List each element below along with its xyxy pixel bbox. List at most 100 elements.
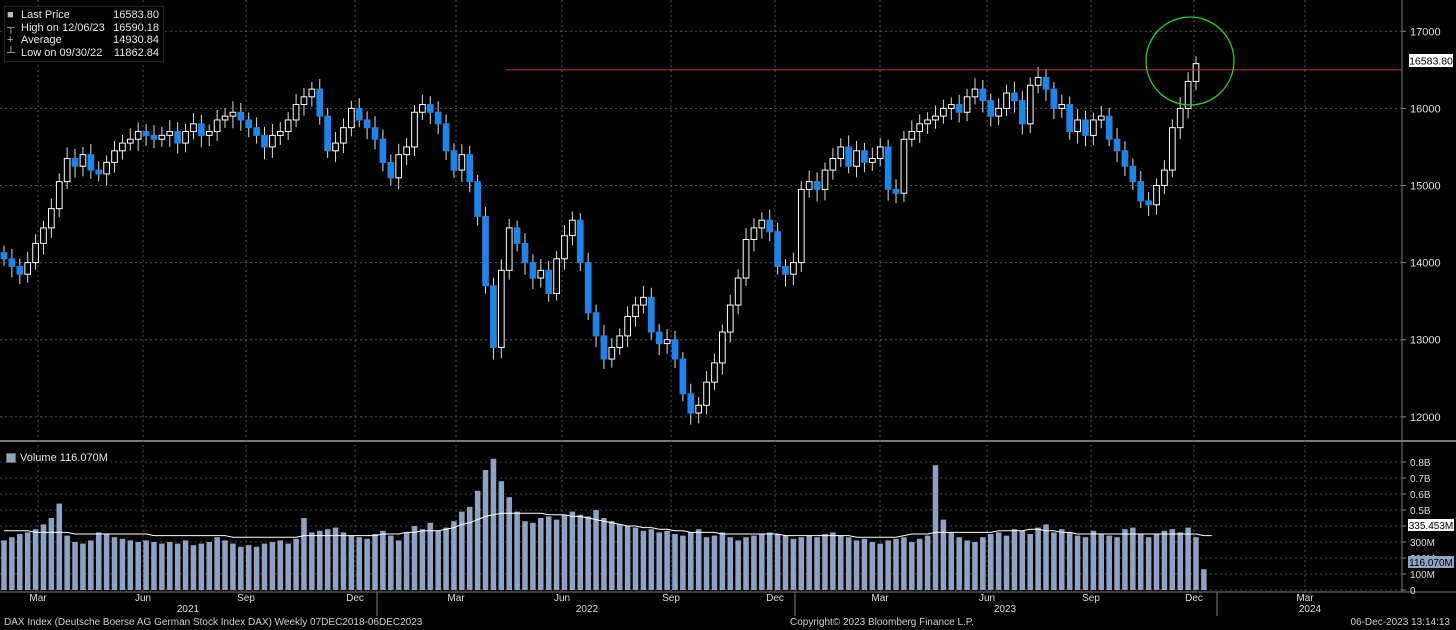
candle-body xyxy=(1082,119,1089,136)
volume-bar xyxy=(648,529,655,590)
volume-bar xyxy=(174,543,181,590)
month-tick-label: Sep xyxy=(1082,593,1100,604)
volume-bar xyxy=(380,530,386,590)
candle-body xyxy=(663,339,671,345)
candle-body xyxy=(497,269,505,348)
volume-bar xyxy=(798,537,805,590)
candle-body xyxy=(198,123,205,136)
candle-body xyxy=(269,134,276,148)
volume-bar xyxy=(624,526,631,590)
volume-bar xyxy=(127,540,134,590)
volume-bar xyxy=(253,546,260,590)
chart-grid xyxy=(0,0,1456,593)
candle-body xyxy=(103,161,110,175)
volume-bar xyxy=(506,497,512,590)
candle-body xyxy=(655,331,663,345)
volume-bar xyxy=(616,524,623,590)
candle-body xyxy=(8,258,16,267)
candle-body xyxy=(805,181,813,190)
candle-body xyxy=(687,393,695,414)
volume-bar xyxy=(530,522,536,590)
volume-bar xyxy=(32,529,39,590)
volume-bar xyxy=(980,537,986,590)
volume-bar xyxy=(545,516,552,590)
candle-body xyxy=(387,161,395,179)
candle-body xyxy=(205,131,213,136)
candle-body xyxy=(142,131,150,136)
candle-body xyxy=(505,227,513,271)
volume-swatch-icon xyxy=(6,453,16,463)
volume-bar xyxy=(1011,529,1018,590)
volume-bar xyxy=(869,542,876,590)
month-tick-label: Jun xyxy=(135,593,151,604)
highlight-circle xyxy=(1145,16,1235,106)
average-icon: + xyxy=(7,34,14,46)
volume-bars xyxy=(1,458,1207,590)
volume-bar xyxy=(388,535,394,590)
candle-body xyxy=(916,123,924,133)
volume-bar xyxy=(80,543,86,590)
candle-body xyxy=(734,277,742,306)
volume-legend: Volume 116.070M xyxy=(6,452,108,464)
candle-body xyxy=(553,258,560,294)
volume-bar xyxy=(593,510,599,590)
volume-bar xyxy=(451,521,457,590)
candle-body xyxy=(782,265,789,275)
candle-body xyxy=(1042,77,1050,90)
volume-bar xyxy=(1137,534,1144,590)
volume-bar xyxy=(695,529,702,590)
time-axis: Mar Jun Sep Dec Mar Jun Sep Dec Mar Jun Sep Dec Mar2… xyxy=(29,592,1322,616)
candle-body xyxy=(1034,77,1042,86)
volume-bar xyxy=(759,534,765,590)
candle-body xyxy=(1011,92,1018,102)
volume-bar xyxy=(135,542,141,590)
candle-body xyxy=(924,119,931,125)
volume-bar xyxy=(95,532,102,590)
candle-body xyxy=(766,219,774,233)
footer-timestamp: 06-Dec-2023 13:14:13 xyxy=(1350,617,1450,628)
volume-bar xyxy=(230,543,236,590)
candle-body xyxy=(466,154,474,183)
candle-body xyxy=(1161,169,1168,187)
candle-body xyxy=(908,131,916,140)
volume-value: 116.070M xyxy=(59,452,108,464)
candle-body xyxy=(1184,80,1192,109)
volume-bar xyxy=(609,521,615,590)
candle-body xyxy=(1153,185,1160,206)
candle-body xyxy=(1137,181,1145,202)
candle-body xyxy=(640,296,647,306)
volume-bar xyxy=(774,534,781,590)
month-tick-label: Dec xyxy=(1185,593,1203,604)
volume-bar xyxy=(1130,527,1136,590)
volume-bar xyxy=(1098,534,1105,590)
volume-bar xyxy=(538,518,544,590)
volume-bar xyxy=(1035,527,1041,590)
candle-body xyxy=(940,107,947,117)
candle-body xyxy=(947,104,955,109)
candle-body xyxy=(190,123,197,133)
candle-body xyxy=(126,138,134,144)
volume-bar xyxy=(159,543,165,590)
volume-bar xyxy=(24,532,31,590)
volume-bar xyxy=(940,519,947,590)
candle-body xyxy=(1129,165,1137,183)
candle-body xyxy=(24,262,32,275)
legend-average: + Average 14930.84 xyxy=(7,34,159,46)
candle-body xyxy=(758,219,766,229)
volume-bar xyxy=(688,532,694,590)
candle-body xyxy=(0,252,8,260)
volume-bar xyxy=(1019,530,1026,590)
volume-bar xyxy=(1122,529,1128,590)
volume-bar xyxy=(877,543,884,590)
volume-bar xyxy=(885,540,891,590)
month-tick-label: Dec xyxy=(766,593,784,604)
candle-body xyxy=(300,96,308,106)
volume-bar xyxy=(459,511,465,590)
volume-bar xyxy=(443,527,449,590)
volume-bar xyxy=(1,540,7,590)
volume-label: Volume xyxy=(20,452,57,464)
candle-body xyxy=(679,358,687,395)
candle-body xyxy=(797,188,805,264)
candle-body xyxy=(932,115,939,121)
volume-bar xyxy=(640,530,647,590)
